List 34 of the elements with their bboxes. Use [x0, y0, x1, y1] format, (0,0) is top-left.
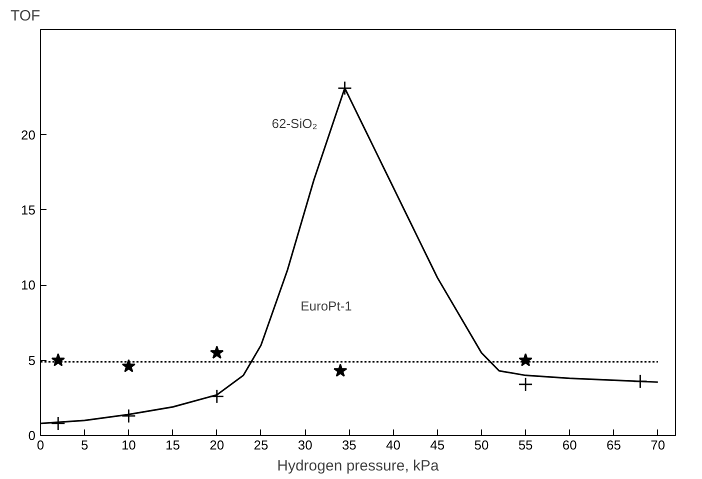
y-tick-label: 0 — [28, 428, 36, 443]
x-tick-label: 60 — [562, 438, 577, 452]
x-axis-title: Hydrogen pressure, kPa — [277, 458, 440, 474]
x-tick-label: 5 — [80, 438, 88, 452]
x-tick-label: 40 — [386, 438, 401, 452]
point — [210, 346, 224, 359]
x-tick-label: 45 — [430, 438, 445, 452]
y-axis-title: TOF — [10, 8, 40, 24]
point — [210, 389, 224, 404]
x-tick-label: 35 — [342, 438, 356, 452]
point — [633, 374, 648, 389]
x-tick-label: 50 — [474, 438, 489, 452]
point — [50, 416, 66, 431]
y-tick-label: 10 — [21, 278, 36, 293]
point — [338, 80, 352, 96]
annotation: 62-SiO₂ — [272, 116, 318, 131]
x-tick-label: 20 — [210, 438, 224, 452]
x-tick-label: 25 — [254, 438, 268, 452]
x-tick-label: 10 — [121, 438, 136, 452]
point — [518, 353, 532, 366]
x-tick-label: 70 — [650, 438, 666, 452]
y-tick-label: 5 — [28, 352, 36, 368]
point — [518, 377, 533, 392]
y-tick-label: 15 — [21, 202, 36, 218]
point — [51, 353, 66, 366]
x-tick-label: 55 — [518, 438, 533, 452]
y-tick-label: 20 — [21, 127, 36, 142]
annotation: EuroPt-1 — [300, 298, 352, 314]
x-tick-label: 30 — [298, 438, 312, 452]
point — [333, 364, 348, 377]
point — [122, 359, 136, 372]
x-tick-label: 65 — [606, 438, 622, 452]
x-tick-label: 15 — [166, 438, 180, 452]
point — [121, 408, 136, 424]
